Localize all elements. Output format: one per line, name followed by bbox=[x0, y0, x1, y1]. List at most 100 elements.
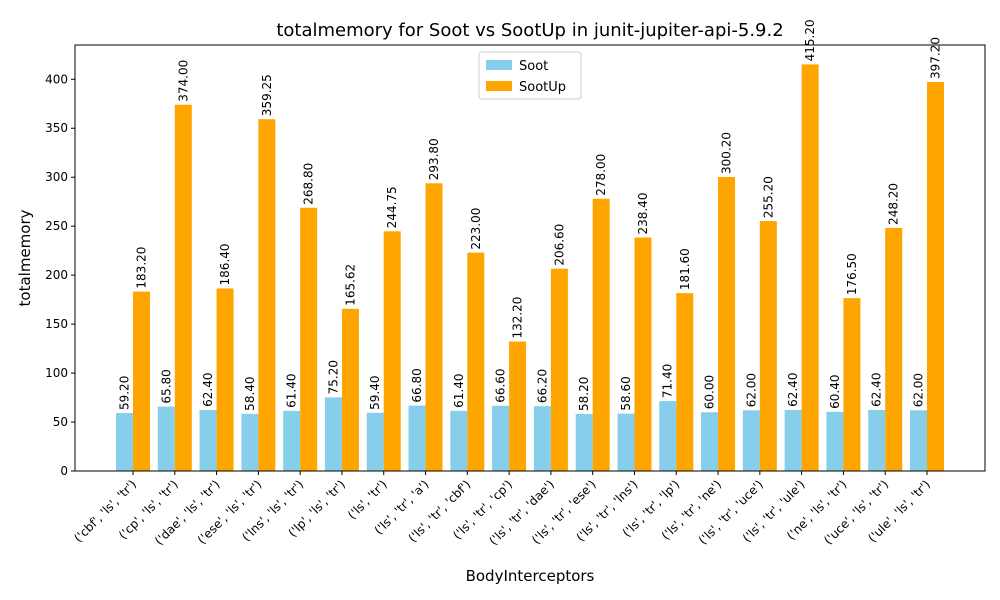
y-axis: 0 50 100 150 200 250 300 350 400 bbox=[45, 72, 75, 478]
bar-soot bbox=[157, 406, 175, 471]
bar-sootup bbox=[425, 183, 443, 471]
bar-value-label: 59.20 bbox=[118, 376, 132, 410]
y-axis-title: totalmemory bbox=[16, 209, 34, 306]
y-tick-label: 100 bbox=[45, 366, 68, 380]
bar-value-label: 71.40 bbox=[661, 364, 675, 398]
bar-value-label: 244.75 bbox=[385, 186, 399, 228]
y-tick-label: 0 bbox=[60, 464, 68, 478]
bar-sootup bbox=[759, 221, 777, 471]
legend-label-soot: Soot bbox=[519, 59, 548, 74]
bar-value-label: 176.50 bbox=[845, 253, 859, 295]
legend: Soot SootUp bbox=[478, 51, 582, 100]
x-axis: ('cbf', 'ls', 'tr')('cp', 'ls', 'tr')('d… bbox=[71, 471, 933, 548]
bar-value-label: 278.00 bbox=[594, 154, 608, 196]
plot-frame bbox=[74, 44, 986, 472]
bar-sootup bbox=[133, 291, 150, 471]
bar-value-label: 165.62 bbox=[343, 264, 357, 306]
bar-soot bbox=[701, 412, 719, 471]
bar-soot bbox=[241, 413, 259, 471]
bar-soot bbox=[826, 411, 844, 471]
bar-value-label: 415.20 bbox=[803, 19, 817, 61]
bar-sootup bbox=[216, 288, 234, 471]
bar-value-label: 397.20 bbox=[929, 37, 943, 79]
bar-value-label: 58.60 bbox=[619, 376, 633, 410]
bar-sootup bbox=[383, 231, 401, 471]
bar-value-label: 59.40 bbox=[368, 375, 382, 409]
bar-value-label: 61.40 bbox=[285, 374, 299, 408]
bar-value-label: 206.60 bbox=[552, 224, 566, 266]
bar-sootup bbox=[801, 64, 819, 471]
bar-value-label: 61.40 bbox=[452, 374, 466, 408]
y-tick-label: 50 bbox=[53, 415, 68, 429]
bar-value-label: 62.40 bbox=[201, 373, 215, 407]
bar-value-label: 223.00 bbox=[469, 208, 483, 250]
y-tick-label: 300 bbox=[45, 170, 68, 184]
y-tick-label: 200 bbox=[45, 268, 68, 282]
bars-group bbox=[116, 64, 944, 472]
bar-soot bbox=[659, 401, 677, 471]
bar-value-label: 66.20 bbox=[535, 369, 549, 403]
bar-value-label: 181.60 bbox=[678, 248, 692, 290]
bar-sootup bbox=[467, 252, 485, 471]
bar-soot bbox=[742, 410, 760, 471]
bar-soot bbox=[116, 413, 133, 471]
bar-soot bbox=[283, 410, 301, 471]
bar-soot bbox=[408, 405, 426, 471]
bar-value-label: 268.80 bbox=[302, 163, 316, 205]
y-tick-label: 350 bbox=[45, 121, 68, 135]
bar-value-label: 62.40 bbox=[870, 373, 884, 407]
bar-sootup bbox=[718, 177, 736, 471]
bar-value-label: 75.20 bbox=[326, 360, 340, 394]
bar-value-label: 66.80 bbox=[410, 368, 424, 402]
bar-value-label: 132.20 bbox=[511, 297, 525, 339]
legend-swatch-soot bbox=[486, 60, 512, 70]
bar-sootup bbox=[509, 341, 527, 471]
bar-soot bbox=[910, 410, 927, 471]
bar-soot bbox=[450, 410, 468, 471]
bar-value-label: 374.00 bbox=[176, 60, 190, 102]
bar-soot bbox=[199, 409, 217, 471]
y-tick-label: 250 bbox=[45, 219, 68, 233]
bar-sootup bbox=[843, 298, 861, 471]
bar-value-label: 62.00 bbox=[912, 373, 926, 407]
bar-value-label: 60.40 bbox=[828, 374, 842, 408]
bar-value-label: 300.20 bbox=[720, 132, 734, 174]
bar-value-label: 248.20 bbox=[887, 183, 901, 225]
bar-value-label: 238.40 bbox=[636, 193, 650, 235]
bar-value-label: 183.20 bbox=[135, 247, 149, 289]
legend-label-sootup: SootUp bbox=[519, 80, 566, 95]
bar-sootup bbox=[885, 227, 903, 471]
bar-sootup bbox=[550, 268, 568, 471]
x-axis-title: BodyInterceptors bbox=[466, 567, 595, 585]
bar-sootup bbox=[300, 207, 318, 471]
bar-sootup bbox=[634, 237, 652, 471]
bar-soot bbox=[575, 414, 593, 471]
bar-sootup bbox=[927, 82, 944, 471]
bar-value-label: 62.00 bbox=[744, 373, 758, 407]
bar-sootup bbox=[341, 308, 359, 471]
legend-swatch-sootup bbox=[486, 81, 512, 91]
bar-value-label: 60.00 bbox=[703, 375, 717, 409]
bar-value-label: 62.40 bbox=[786, 373, 800, 407]
bar-value-label: 58.40 bbox=[243, 376, 257, 410]
bar-value-label: 293.80 bbox=[427, 138, 441, 180]
bar-soot bbox=[533, 406, 551, 471]
bar-value-label: 255.20 bbox=[761, 176, 775, 218]
bar-sootup bbox=[174, 104, 192, 472]
y-tick-label: 150 bbox=[45, 317, 68, 331]
bar-value-label: 186.40 bbox=[218, 243, 232, 285]
bar-soot bbox=[324, 397, 342, 471]
bar-soot bbox=[617, 413, 635, 471]
bar-value-label: 65.80 bbox=[159, 369, 173, 403]
bar-sootup bbox=[258, 119, 276, 471]
bar-value-label: 359.25 bbox=[260, 74, 274, 116]
bar-value-label: 66.60 bbox=[494, 368, 508, 402]
chart-title: totalmemory for Soot vs SootUp in junit-… bbox=[276, 20, 783, 41]
bar-sootup bbox=[676, 293, 694, 471]
bar-soot bbox=[868, 409, 886, 471]
bar-soot bbox=[366, 412, 384, 471]
bar-sootup bbox=[592, 198, 610, 472]
y-tick-label: 400 bbox=[45, 72, 68, 86]
bar-value-label: 58.20 bbox=[577, 377, 591, 411]
